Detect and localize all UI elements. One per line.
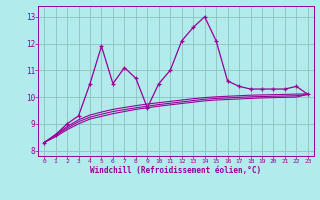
X-axis label: Windchill (Refroidissement éolien,°C): Windchill (Refroidissement éolien,°C) [91,166,261,175]
